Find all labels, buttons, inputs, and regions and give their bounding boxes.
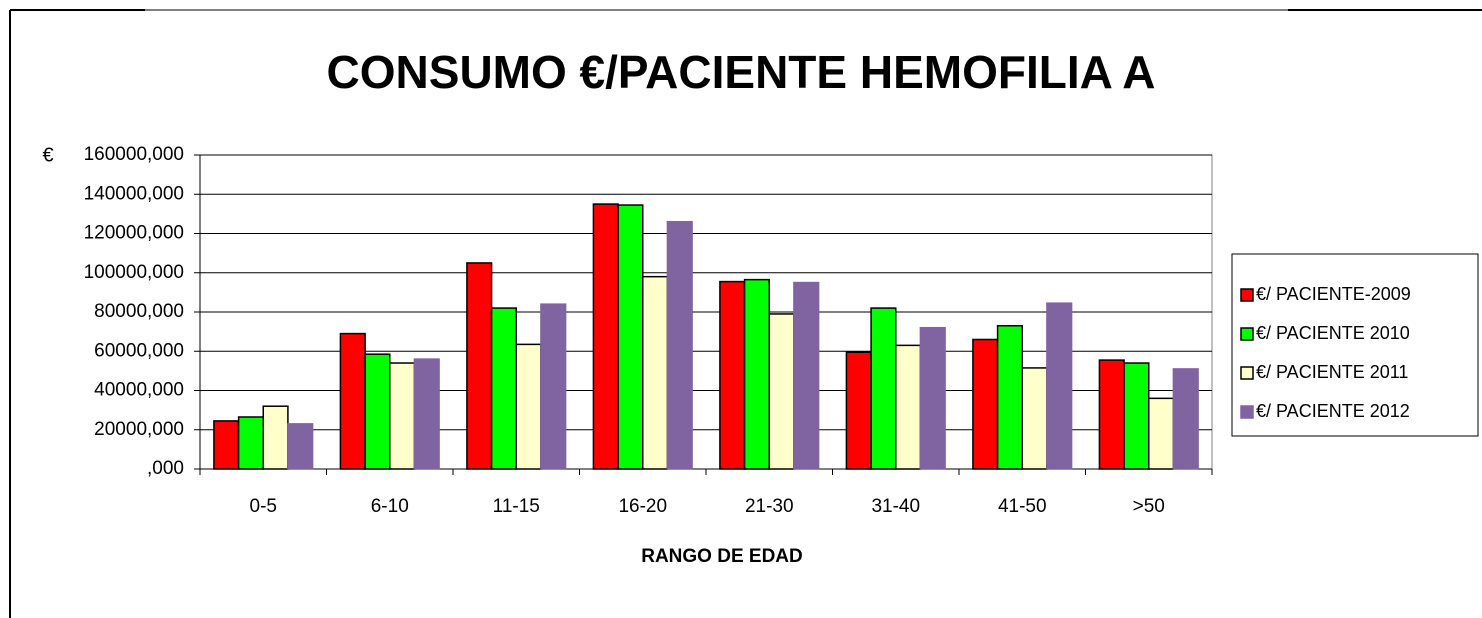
x-tick-label: 11-15: [493, 496, 540, 517]
bar: [642, 275, 669, 470]
bar: [743, 278, 771, 470]
y-tick-label: 60000,000: [94, 340, 184, 361]
legend-swatch: [1240, 366, 1254, 380]
y-tick-label: 100000,000: [84, 262, 184, 283]
bar: [213, 420, 240, 470]
bar: [768, 313, 795, 470]
bar: [996, 324, 1024, 470]
bar: [793, 281, 820, 470]
y-tick-label: 40000,000: [94, 380, 184, 401]
bar: [1123, 362, 1150, 470]
bar: [1046, 302, 1073, 470]
y-tick-label: ,000: [147, 458, 184, 479]
bar: [1172, 368, 1199, 470]
bar: [972, 338, 999, 470]
bar: [540, 303, 567, 470]
bar: [719, 280, 746, 470]
bar: [515, 343, 542, 470]
bar: [339, 332, 366, 470]
legend-label: €/ PACIENTE 2011: [1256, 362, 1408, 382]
y-tick-label: 140000,000: [84, 183, 184, 204]
legend-label: €/ PACIENTE-2009: [1256, 284, 1411, 304]
bar: [845, 351, 872, 470]
legend-swatch: [1240, 288, 1254, 302]
bar: [413, 358, 440, 470]
bar: [1148, 397, 1175, 470]
y-tick-label: 20000,000: [94, 419, 184, 440]
x-axis-label: RANGO DE EDAD: [641, 546, 803, 567]
legend-swatch: [1240, 405, 1254, 419]
bar: [389, 362, 416, 470]
bar: [919, 326, 946, 470]
legend-swatch: [1240, 327, 1254, 341]
x-tick-label: >50: [1133, 496, 1165, 517]
legend: [1231, 253, 1479, 437]
bar: [870, 307, 897, 470]
x-tick-label: 21-30: [745, 496, 794, 517]
x-tick-label: 0-5: [250, 496, 277, 517]
legend-label: €/ PACIENTE 2012: [1256, 401, 1410, 421]
bar: [466, 262, 493, 470]
bar: [617, 204, 644, 470]
bar: [364, 353, 391, 470]
x-tick-label: 6-10: [371, 496, 409, 517]
x-tick-label: 31-40: [871, 496, 920, 517]
bar: [490, 307, 517, 470]
x-tick-label: 41-50: [998, 496, 1047, 517]
chart-title: CONSUMO €/PACIENTE HEMOFILIA A: [327, 46, 1156, 98]
bar: [1098, 359, 1125, 470]
bar: [287, 423, 314, 470]
bar: [895, 344, 922, 470]
y-tick-label: 160000,000: [84, 144, 184, 165]
bar: [237, 416, 265, 470]
bar: [592, 203, 619, 470]
y-tick-label: 80000,000: [94, 301, 184, 322]
y-tick-label: 120000,000: [84, 223, 184, 244]
x-tick-label: 16-20: [618, 496, 667, 517]
bar: [262, 405, 289, 470]
legend-label: €/ PACIENTE 2010: [1256, 323, 1410, 343]
bar: [1021, 367, 1048, 470]
y-axis-label: €: [42, 144, 53, 166]
bar: [666, 220, 693, 470]
